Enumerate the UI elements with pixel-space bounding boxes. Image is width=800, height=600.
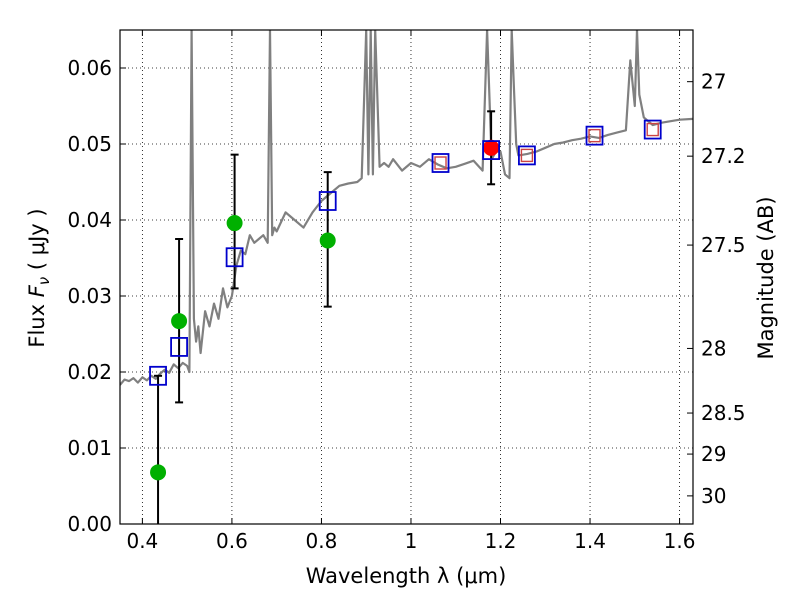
x-axis-label: Wavelength λ (μm) <box>306 564 507 588</box>
model-square <box>431 153 450 173</box>
y-tick-label: 0.03 <box>67 284 112 308</box>
tick-layer: 0.4 0.6 0.8 1 1.2 1.4 1.6 0.00 0.01 0.02 0.03 0.04 0… <box>67 30 746 553</box>
series-layer <box>120 30 693 524</box>
x-tick-label: 1 <box>405 529 418 553</box>
y-tick-label: 0.02 <box>67 360 112 384</box>
right-tick-label: 30 <box>701 484 726 508</box>
model-square <box>585 125 604 146</box>
right-tick-label: 27 <box>701 70 726 94</box>
x-tick-label: 1.2 <box>485 529 517 553</box>
model-square <box>643 119 662 140</box>
y-tick-label: 0.00 <box>67 512 112 536</box>
y-tick-label: 0.01 <box>67 436 112 460</box>
data-point <box>319 232 336 249</box>
x-tick-label: 1.4 <box>574 529 606 553</box>
y-axis-label-left: Flux Fν ( μJy ) <box>25 208 53 347</box>
right-tick-label: 27.5 <box>701 233 746 257</box>
x-tick-label: 0.8 <box>306 529 338 553</box>
model-square <box>318 191 337 211</box>
model-square-inner <box>646 122 659 137</box>
data-point <box>171 313 188 330</box>
model-square-inner <box>588 128 601 143</box>
y-tick-label: 0.05 <box>67 132 112 156</box>
right-tick-label: 28 <box>701 336 726 360</box>
right-tick-label: 27.2 <box>701 144 746 168</box>
data-point <box>226 215 243 232</box>
plot-frame <box>119 29 694 525</box>
grid-layer <box>120 30 693 525</box>
y-tick-label: 0.04 <box>67 208 112 232</box>
model-square-inner <box>434 156 447 170</box>
data-point <box>483 139 500 156</box>
model-square <box>482 140 501 160</box>
x-tick-label: 1.6 <box>664 529 696 553</box>
model-square-inner <box>520 148 534 163</box>
spectrum-line <box>120 30 693 386</box>
right-tick-label: 29 <box>701 442 726 466</box>
x-tick-label: 0.4 <box>126 529 158 553</box>
model-square <box>518 145 536 166</box>
model-square <box>170 337 188 357</box>
y-axis-label-right: Magnitude (AB) <box>754 196 778 359</box>
y-tick-label: 0.06 <box>67 56 112 80</box>
model-square <box>225 247 244 268</box>
model-square <box>149 365 167 386</box>
x-tick-label: 0.6 <box>216 529 248 553</box>
data-point <box>150 464 167 481</box>
right-tick-label: 28.5 <box>701 401 746 425</box>
